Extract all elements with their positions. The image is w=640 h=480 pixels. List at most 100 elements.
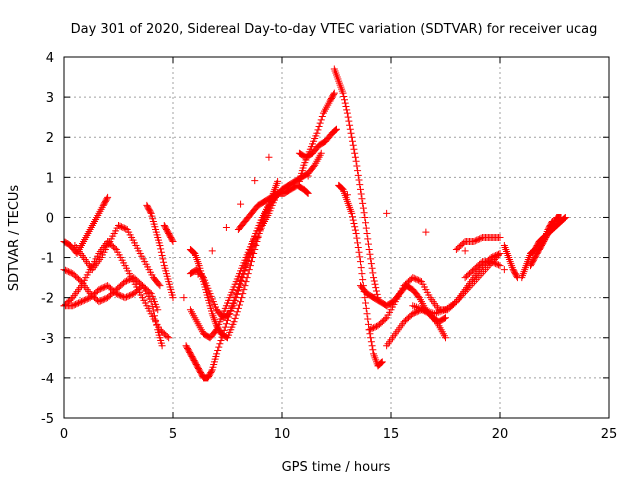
data-point [235,280,243,288]
data-point [370,277,378,285]
data-point [112,290,120,298]
data-point [492,260,500,268]
series-arc-l [234,181,312,233]
series-arc-w [500,242,521,282]
data-point [357,190,365,198]
data-point [76,298,84,306]
data-point [154,306,162,314]
data-point [422,306,430,314]
data-point [237,276,245,284]
data-point [80,296,88,304]
data-point [125,292,133,300]
data-point [159,255,167,263]
data-point [117,292,125,300]
data-point [442,306,449,314]
data-point [303,189,311,197]
data-point [372,287,380,295]
data-point [358,195,366,203]
data-point [242,278,250,286]
data-point [314,126,322,134]
data-point [315,123,323,131]
data-point [561,214,569,222]
data-point [317,149,325,157]
data-point [246,262,254,270]
data-point [124,292,132,300]
data-point [225,313,233,321]
data-point [342,102,350,110]
data-point [367,255,375,263]
data-point [362,224,370,232]
data-point [122,225,130,233]
data-point [412,308,420,316]
data-point [364,320,372,328]
data-point [313,129,321,137]
data-point [230,296,238,304]
data-points [60,65,569,382]
data-point [489,258,497,266]
data-point [346,121,354,129]
data-point [368,342,376,350]
data-point [470,238,478,246]
data-point [228,303,236,311]
series-arc-p [335,181,386,370]
data-point [122,277,130,285]
data-point [157,248,165,256]
data-point [111,244,119,252]
data-point [423,307,431,315]
data-point [451,299,459,307]
series-arc-u [452,234,504,254]
data-point [361,294,369,302]
data-point [360,209,368,217]
x-tick-label: 20 [492,427,509,442]
data-point [349,216,357,224]
data-point [331,127,339,135]
data-point [98,296,106,304]
data-point [362,304,370,312]
data-point [370,324,378,332]
data-point [356,258,364,266]
data-point [369,346,377,354]
data-point [67,295,75,303]
data-point [234,304,242,312]
y-tick-label: 0 [46,211,54,226]
data-point [219,330,227,338]
data-point [443,304,451,312]
data-point [367,260,375,268]
data-point [461,247,469,255]
axis-ticks: 0 5 10 15 20 25 -5 -4 -3 -2 -1 0 1 2 3 4 [41,51,617,442]
data-point [351,153,359,161]
data-point [146,208,154,216]
data-point [180,294,188,302]
data-point [98,284,106,292]
data-point [253,238,261,246]
data-point [409,274,417,282]
data-point [157,245,165,253]
data-point [64,268,72,276]
data-point [146,288,154,296]
data-point [434,308,442,316]
data-point [82,296,90,304]
data-point [77,298,85,306]
data-point [215,343,223,351]
data-point [348,137,356,145]
data-point [352,157,360,165]
data-point [330,90,338,98]
data-point [418,305,426,313]
data-point [473,236,481,244]
data-point [216,340,224,348]
data-point [169,294,177,302]
x-tick-label: 15 [383,427,400,442]
data-point [432,309,440,317]
data-point [496,262,504,270]
data-point [413,308,421,316]
data-point [233,286,241,294]
data-point [350,145,358,153]
data-point [230,318,238,326]
data-point [363,229,371,237]
data-point [239,270,247,278]
data-point [340,96,348,104]
data-point [354,239,362,247]
data-point [410,309,418,317]
y-tick-label: 3 [46,91,54,106]
data-point [69,302,77,310]
